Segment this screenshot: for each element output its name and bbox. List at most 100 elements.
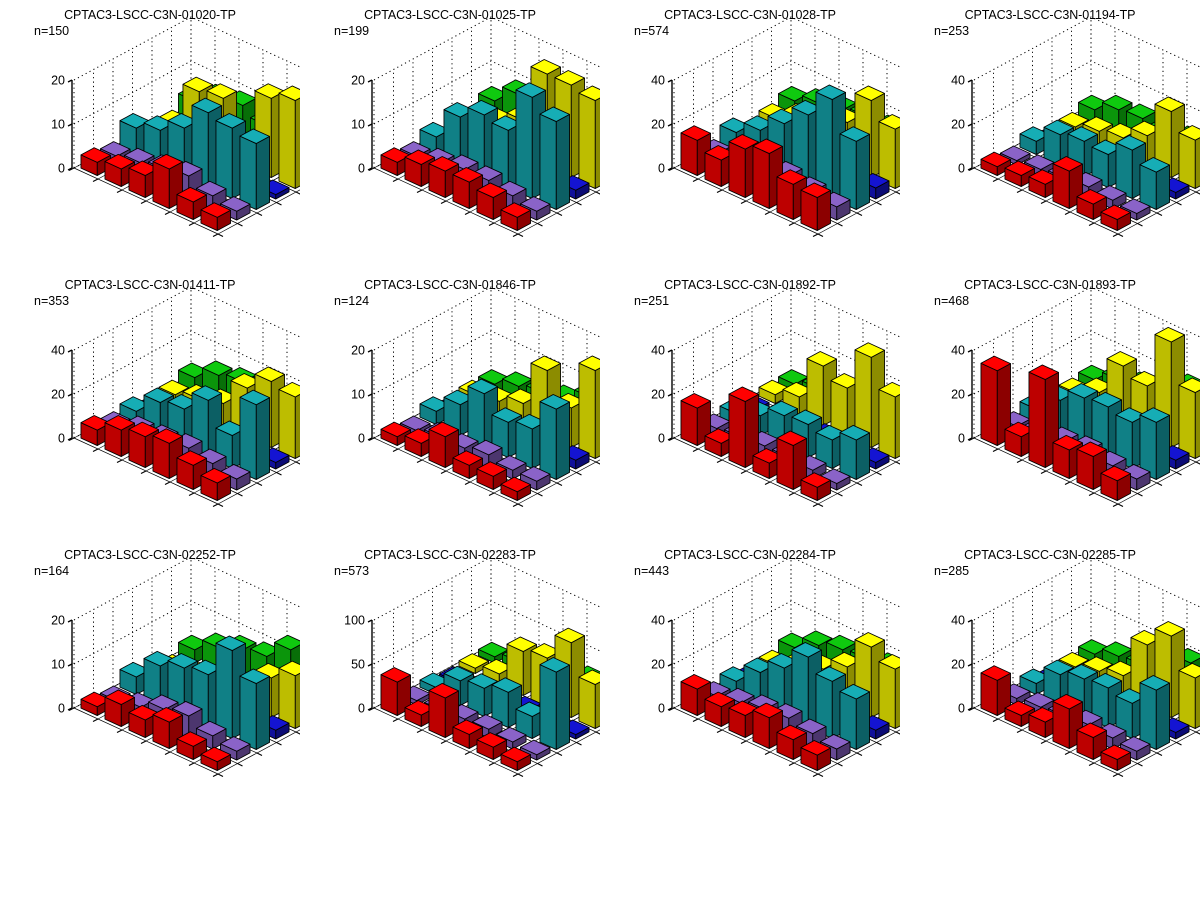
- z-tick-label: 20: [651, 658, 665, 672]
- z-tick-label: 0: [358, 162, 365, 176]
- z-axis: 0 10 20: [351, 344, 373, 446]
- bar-3d: [578, 355, 600, 459]
- bar-3d: [680, 393, 711, 446]
- bar-3d: [278, 381, 300, 459]
- bar-3d: [1139, 675, 1170, 750]
- bar-3d: [476, 461, 507, 490]
- z-tick-label: 20: [351, 344, 365, 358]
- z-tick-label: 20: [951, 388, 965, 402]
- bar-series: [980, 621, 1200, 771]
- panel-sample-count: n=443: [634, 564, 670, 578]
- bar-3d: [1178, 125, 1200, 189]
- floor-ticks: [968, 167, 1200, 237]
- bar-series: [380, 59, 600, 231]
- bar3-plot: 0 10 20: [351, 286, 600, 507]
- z-tick-label: 20: [351, 74, 365, 88]
- bar-3d: [1100, 744, 1131, 771]
- panel-title: CPTAC3-LSCC-C3N-02284-TP: [664, 548, 836, 562]
- panel-sample-count: n=253: [934, 24, 970, 38]
- z-axis: 0 10 20: [51, 74, 73, 176]
- z-axis: 0 20 40: [651, 344, 673, 446]
- bar-series: [80, 76, 300, 231]
- z-axis: 0 10 20: [51, 614, 73, 716]
- bar3-plot: 0 20 40: [951, 16, 1200, 237]
- panel-title: CPTAC3-LSCC-C3N-01025-TP: [364, 8, 536, 22]
- panel-title: CPTAC3-LSCC-C3N-01846-TP: [364, 278, 536, 292]
- z-axis: 0 20 40: [651, 614, 673, 716]
- bar-3d: [200, 202, 231, 231]
- bar-3d: [380, 421, 411, 446]
- panel-sample-count: n=468: [934, 294, 970, 308]
- bar-series: [80, 632, 300, 771]
- chart-panel: 0 20 40 CPTAC3-LSCC-C3N-01893-TP n=468: [900, 270, 1200, 540]
- z-tick-label: 10: [51, 658, 65, 672]
- bar-3d: [980, 151, 1011, 176]
- panel-sample-count: n=164: [34, 564, 70, 578]
- bar-3d: [500, 476, 531, 501]
- bar-3d: [380, 667, 411, 716]
- bar-3d: [578, 669, 600, 729]
- panel-title: CPTAC3-LSCC-C3N-02285-TP: [964, 548, 1136, 562]
- bar-3d: [539, 394, 570, 480]
- floor-ticks: [368, 167, 600, 237]
- chart-panel: 0 10 20 CPTAC3-LSCC-C3N-01020-TP n=150: [0, 0, 300, 270]
- panel-sample-count: n=285: [934, 564, 970, 578]
- bar3-plot: 0 20 40: [951, 556, 1200, 777]
- bar-3d: [239, 128, 270, 210]
- bar-3d: [980, 355, 1011, 446]
- bar-series: [380, 627, 600, 771]
- z-tick-label: 20: [651, 118, 665, 132]
- z-tick-label: 50: [351, 658, 365, 672]
- bar-series: [980, 326, 1200, 501]
- bar-3d: [428, 156, 459, 198]
- bar-3d: [458, 653, 489, 674]
- bar-3d: [1100, 204, 1131, 231]
- bar-3d: [1052, 156, 1083, 209]
- z-tick-label: 100: [344, 614, 365, 628]
- bar3-plot: 0 20 40: [951, 286, 1200, 507]
- bar-3d: [278, 85, 300, 189]
- bar-3d: [1178, 662, 1200, 729]
- z-tick-label: 40: [651, 74, 665, 88]
- bar-3d: [839, 126, 870, 210]
- panel-sample-count: n=573: [334, 564, 370, 578]
- z-tick-label: 0: [958, 702, 965, 716]
- panel-sample-count: n=251: [634, 294, 670, 308]
- bar-3d: [1028, 364, 1059, 468]
- chart-panel: 0 20 40 CPTAC3-LSCC-C3N-01194-TP n=253: [900, 0, 1200, 270]
- chart-panel: 0 20 40 CPTAC3-LSCC-C3N-02284-TP n=443: [600, 540, 900, 810]
- bar-3d: [878, 114, 900, 189]
- z-tick-label: 40: [51, 344, 65, 358]
- z-tick-label: 0: [58, 432, 65, 446]
- bar3-plot: 0 10 20: [51, 16, 300, 237]
- bar-3d: [839, 683, 870, 750]
- bar3-plot: 0 10 20: [51, 556, 300, 777]
- z-axis: 0 50 100: [344, 614, 373, 716]
- bar-3d: [776, 169, 807, 220]
- z-tick-label: 10: [351, 388, 365, 402]
- bar-3d: [1076, 189, 1107, 220]
- bar3-plot: 0 20 40: [651, 556, 900, 777]
- z-tick-label: 20: [51, 614, 65, 628]
- bar-3d: [878, 381, 900, 459]
- chart-panel: 0 10 20 CPTAC3-LSCC-C3N-02252-TP n=164: [0, 540, 300, 810]
- bar-3d: [239, 389, 270, 480]
- bar-3d: [152, 707, 183, 749]
- bar-3d: [839, 424, 870, 480]
- bar-3d: [452, 450, 483, 479]
- panel-title: CPTAC3-LSCC-C3N-01411-TP: [64, 278, 236, 292]
- z-tick-label: 0: [658, 702, 665, 716]
- panel-title: CPTAC3-LSCC-C3N-01020-TP: [64, 8, 236, 22]
- chart-panel: 0 20 40 CPTAC3-LSCC-C3N-02285-TP n=285: [900, 540, 1200, 810]
- panel-title: CPTAC3-LSCC-C3N-02252-TP: [64, 548, 236, 562]
- bar-3d: [728, 700, 759, 738]
- z-tick-label: 40: [951, 344, 965, 358]
- floor-ticks: [68, 167, 300, 237]
- bar-3d: [500, 746, 531, 771]
- floor-ticks: [368, 707, 600, 777]
- z-tick-label: 0: [58, 702, 65, 716]
- bar3-plot: 0 50 100: [344, 556, 600, 777]
- bar-3d: [476, 732, 507, 760]
- bar-3d: [404, 149, 435, 187]
